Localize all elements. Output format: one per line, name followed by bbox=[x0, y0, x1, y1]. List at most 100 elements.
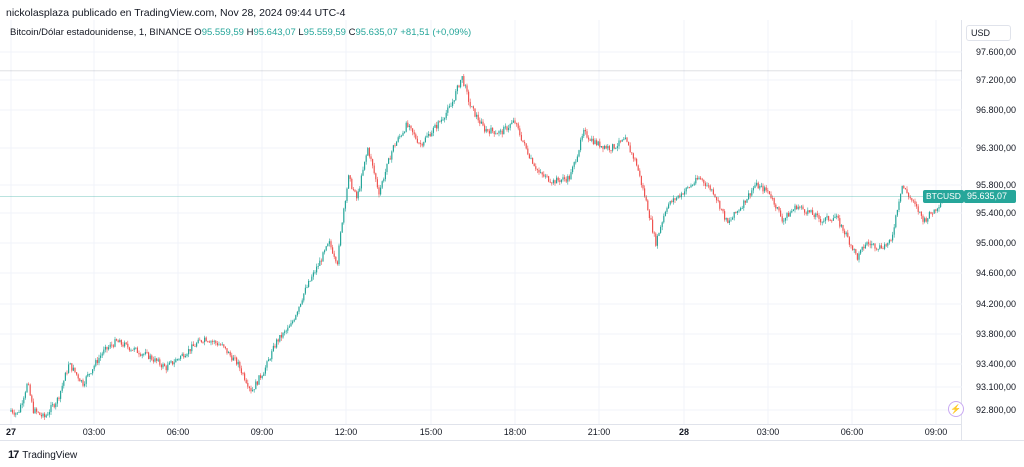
candle-body bbox=[732, 217, 734, 220]
candle-body bbox=[164, 364, 166, 367]
candle-body bbox=[599, 141, 601, 148]
candle-body bbox=[696, 177, 698, 180]
candle-body bbox=[199, 339, 201, 341]
candle-body bbox=[181, 354, 183, 356]
candle-body bbox=[466, 85, 468, 92]
candle-body bbox=[712, 189, 714, 195]
candle-body bbox=[21, 403, 23, 405]
candle-body bbox=[600, 146, 602, 148]
candle-body bbox=[120, 340, 122, 345]
candle-body bbox=[156, 358, 158, 361]
candle-body bbox=[368, 148, 370, 157]
candle-body bbox=[740, 208, 742, 211]
candle-body bbox=[688, 187, 690, 189]
candle-body bbox=[831, 220, 833, 222]
candle-body bbox=[268, 359, 270, 362]
candle-body bbox=[932, 213, 934, 215]
candle-body bbox=[501, 130, 503, 135]
time-scale[interactable] bbox=[0, 424, 962, 440]
candle-body bbox=[357, 191, 359, 199]
candle-body bbox=[460, 79, 462, 88]
candle-body bbox=[122, 344, 124, 347]
chart-pane[interactable] bbox=[0, 20, 962, 440]
candle-body bbox=[840, 225, 842, 227]
candle-body bbox=[815, 213, 817, 218]
candle-body bbox=[264, 367, 266, 374]
candle-body bbox=[770, 194, 772, 198]
low-key: L bbox=[298, 27, 304, 38]
candle-body bbox=[64, 372, 66, 381]
candle-body bbox=[535, 166, 537, 170]
currency-button[interactable]: USD bbox=[966, 25, 1011, 41]
candle-body bbox=[356, 191, 358, 199]
candle-body bbox=[213, 340, 215, 342]
candle-body bbox=[445, 112, 447, 119]
candle-body bbox=[884, 244, 886, 249]
candle-body bbox=[476, 114, 478, 117]
candle-body bbox=[232, 357, 234, 361]
candle-body bbox=[418, 142, 420, 144]
candle-body bbox=[271, 351, 273, 360]
candle-body bbox=[88, 373, 90, 375]
candle-body bbox=[511, 122, 513, 125]
candle-body bbox=[615, 147, 617, 149]
candle-body bbox=[448, 106, 450, 108]
candle-body bbox=[221, 344, 223, 346]
candle-body bbox=[565, 178, 567, 182]
candle-body bbox=[788, 213, 790, 217]
candle-body bbox=[242, 373, 244, 374]
open-value: 95.559,59 bbox=[201, 27, 244, 38]
candle-body bbox=[661, 222, 663, 228]
candle-body bbox=[253, 389, 255, 391]
candle-body bbox=[554, 180, 556, 184]
candle-body bbox=[783, 220, 785, 222]
candle-body bbox=[714, 194, 716, 198]
candle-body bbox=[464, 85, 466, 87]
candle-body bbox=[279, 334, 281, 342]
candle-body bbox=[52, 404, 54, 406]
candle-body bbox=[92, 369, 94, 374]
candle-body bbox=[928, 212, 930, 219]
candle-body bbox=[746, 199, 748, 203]
candle-body bbox=[349, 175, 351, 179]
candle-body bbox=[116, 339, 118, 341]
candle-body bbox=[482, 121, 484, 126]
candle-body bbox=[180, 355, 182, 359]
symbol-description[interactable]: Bitcoin/Dólar estadounidense, 1, BINANCE bbox=[10, 27, 192, 38]
candle-body bbox=[556, 177, 558, 184]
tradingview-logo[interactable]: 17 TradingView bbox=[8, 449, 77, 461]
candle-body bbox=[756, 182, 758, 186]
candle-body bbox=[149, 355, 151, 359]
candle-body bbox=[821, 221, 823, 223]
candle-body bbox=[818, 215, 820, 220]
candle-body bbox=[760, 185, 762, 187]
candle-body bbox=[143, 354, 145, 355]
candle-body bbox=[196, 343, 198, 347]
candle-body bbox=[645, 196, 647, 201]
candle-body bbox=[685, 187, 687, 192]
candle-body bbox=[528, 154, 530, 159]
candle-body bbox=[700, 177, 702, 179]
lightning-icon[interactable]: ⚡ bbox=[948, 401, 964, 417]
candle-body bbox=[592, 138, 594, 145]
candle-body bbox=[648, 210, 650, 219]
candle-body bbox=[586, 131, 588, 138]
candle-body bbox=[103, 349, 105, 354]
candle-body bbox=[496, 133, 498, 135]
candle-body bbox=[940, 203, 942, 207]
candle-body bbox=[668, 204, 670, 209]
candle-body bbox=[754, 185, 756, 188]
candle-body bbox=[261, 376, 263, 378]
candle-body bbox=[176, 359, 178, 360]
candle-body bbox=[701, 178, 703, 180]
candle-body bbox=[839, 218, 841, 227]
candle-body bbox=[935, 209, 937, 211]
candle-body bbox=[124, 342, 126, 347]
candle-body bbox=[735, 211, 737, 213]
candle-body bbox=[504, 126, 506, 128]
candle-body bbox=[319, 260, 321, 266]
candle-body bbox=[332, 247, 334, 254]
candle-body bbox=[250, 388, 252, 392]
price-tick-label: 95.000,00 bbox=[975, 238, 1016, 248]
